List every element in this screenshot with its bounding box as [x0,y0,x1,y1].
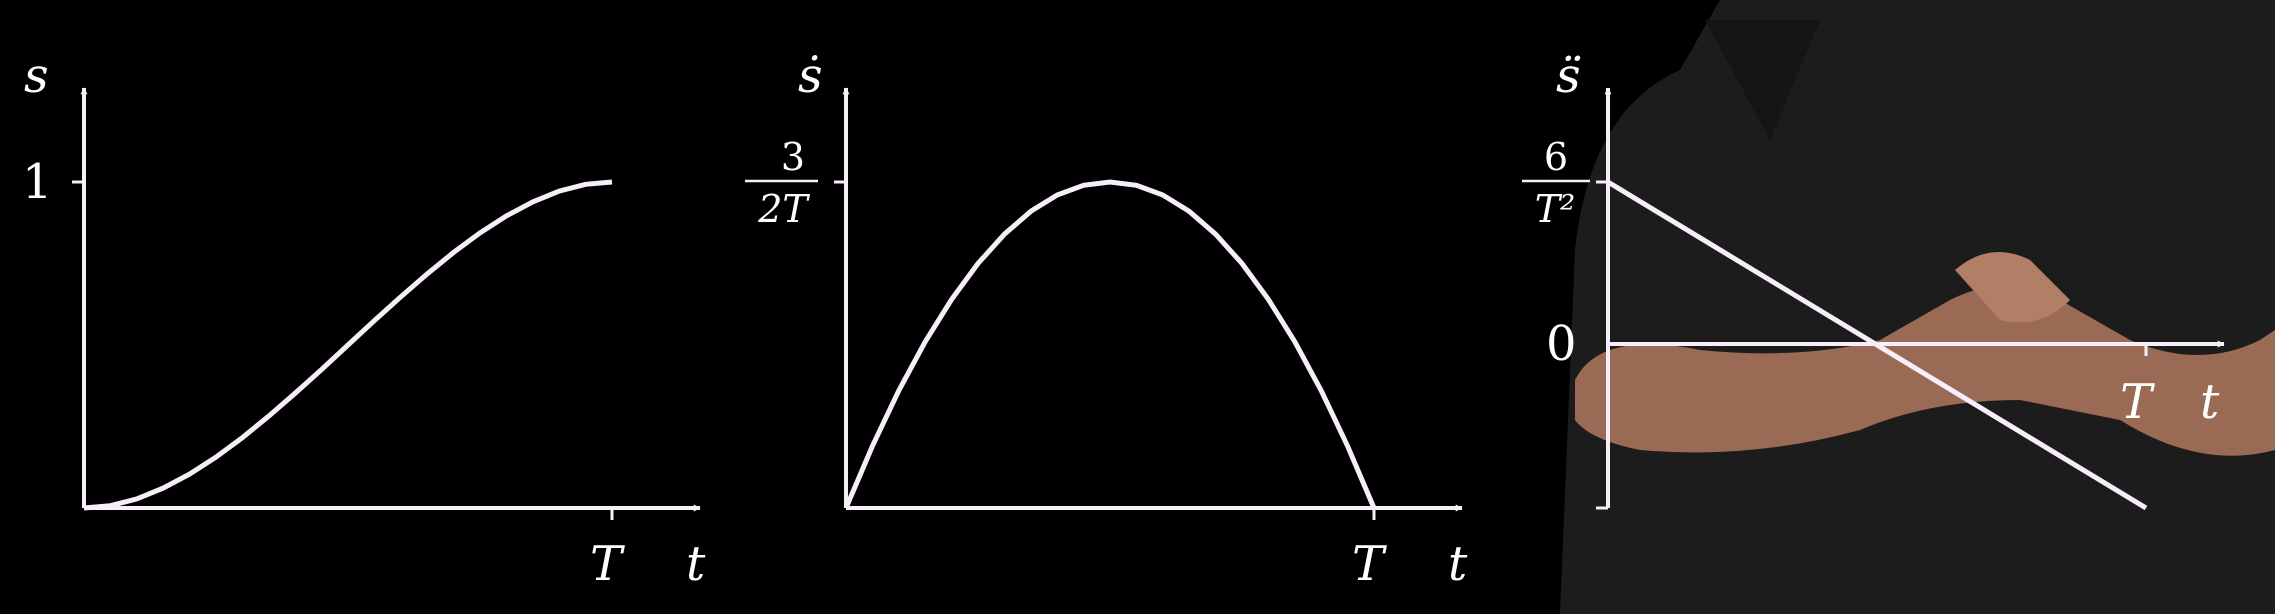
series-s-line [83,179,613,511]
y-axis-label: ṡ [798,48,823,104]
x-axis-label: t [686,536,706,592]
y-tick-numerator: 6 [1544,135,1568,179]
y-tick-denominator: 2T [757,187,810,231]
y-tick-denominator: T² [1535,187,1576,231]
x-axis-label: t [1448,536,1468,592]
x-axis-label: t [2200,374,2220,430]
chart-acceleration: s̈ t T 0 6 T² [1522,48,2225,511]
chart-position: s t T 1 [22,48,706,592]
series-sdot-line [843,179,1377,509]
x-tick-label-T: T [1352,536,1387,592]
y-tick-label-0: 0 [1546,316,1577,372]
series-sddot-line [1606,179,2148,511]
y-tick-numerator: 3 [781,135,805,179]
y-axis-label: s̈ [1556,48,1581,104]
y-tick-label-1: 1 [22,154,53,210]
presenter-figure [1560,0,2275,614]
x-tick-label-T: T [590,536,625,592]
chart-velocity: ṡ t T 3 2T [745,48,1468,592]
x-tick-label-T: T [2120,374,2155,430]
y-axis-label: s [24,48,49,104]
